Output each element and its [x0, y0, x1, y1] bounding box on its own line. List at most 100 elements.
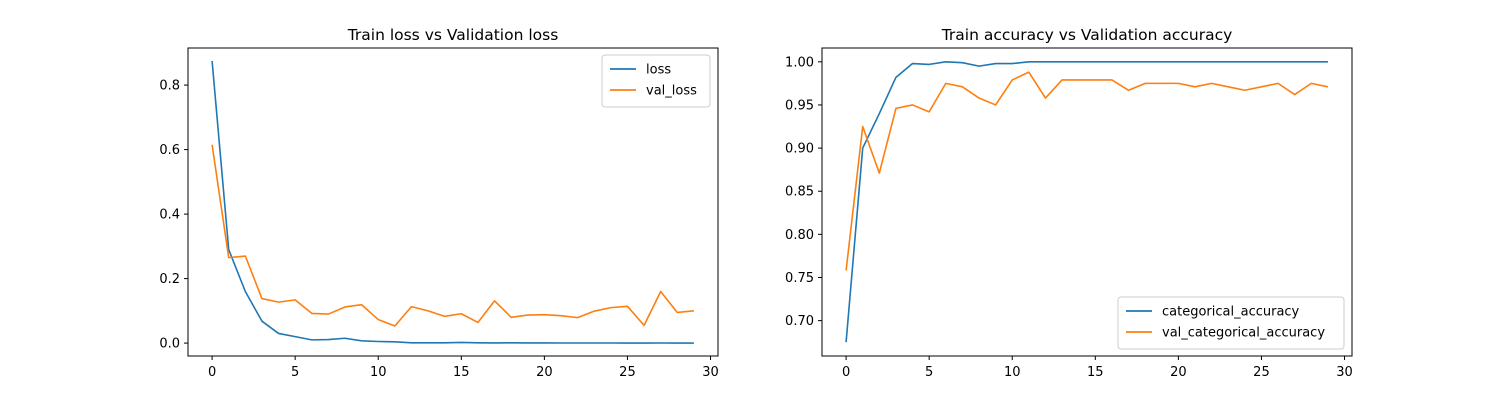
axes-frame — [821, 47, 1353, 357]
data-point-categorical_accuracy — [862, 147, 864, 149]
x-tick-label: 20 — [1170, 365, 1187, 380]
x-tick-label: 15 — [453, 365, 470, 380]
data-point-loss — [261, 320, 263, 322]
x-tick-label: 20 — [536, 365, 553, 380]
x-tick-label: 5 — [925, 365, 933, 380]
data-point-categorical_accuracy — [895, 76, 897, 78]
data-point-categorical_accuracy — [1210, 61, 1212, 63]
data-point-loss — [626, 342, 628, 344]
data-point-val_loss — [493, 300, 495, 302]
data-point-val_categorical_accuracy — [1310, 82, 1312, 84]
data-point-val_loss — [261, 297, 263, 299]
data-point-loss — [460, 341, 462, 343]
data-point-loss — [593, 342, 595, 344]
legend: loss val_loss — [601, 54, 711, 108]
data-point-loss — [676, 342, 678, 344]
data-point-val_loss — [377, 318, 379, 320]
y-tick-label: 0.6 — [159, 143, 180, 158]
data-point-loss — [377, 340, 379, 342]
data-point-loss — [211, 60, 213, 62]
data-point-val_categorical_accuracy — [878, 172, 880, 174]
data-point-val_loss — [626, 305, 628, 307]
y-tick-label: 0.0 — [159, 337, 180, 352]
data-point-loss — [344, 337, 346, 339]
data-point-val_loss — [543, 314, 545, 316]
data-point-loss — [693, 342, 695, 344]
data-point-val_categorical_accuracy — [978, 97, 980, 99]
data-point-val_categorical_accuracy — [1094, 79, 1096, 81]
data-point-val_categorical_accuracy — [845, 269, 847, 271]
data-point-val_categorical_accuracy — [895, 107, 897, 109]
data-point-val_loss — [311, 312, 313, 314]
data-point-categorical_accuracy — [845, 341, 847, 343]
y-tick-label: 0.95 — [785, 98, 814, 113]
data-point-categorical_accuracy — [928, 63, 930, 65]
data-point-categorical_accuracy — [1293, 61, 1295, 63]
data-point-val_loss — [593, 310, 595, 312]
data-point-loss — [659, 342, 661, 344]
data-point-val_loss — [477, 321, 479, 323]
data-point-categorical_accuracy — [1277, 61, 1279, 63]
legend: categorical_accuracy val_categorical_accu… — [1117, 296, 1345, 350]
data-point-val_loss — [277, 301, 279, 303]
data-point-categorical_accuracy — [1260, 61, 1262, 63]
data-point-val_categorical_accuracy — [1011, 79, 1013, 81]
data-point-categorical_accuracy — [1227, 61, 1229, 63]
y-tick-label: 0.8 — [159, 79, 180, 94]
data-point-val_loss — [410, 305, 412, 307]
data-point-val_categorical_accuracy — [862, 125, 864, 127]
data-point-val_loss — [294, 299, 296, 301]
data-point-categorical_accuracy — [1144, 61, 1146, 63]
series-line-val_categorical_accuracy — [845, 71, 1329, 271]
x-tick-label: 0 — [208, 365, 216, 380]
data-point-val_loss — [427, 310, 429, 312]
data-point-val_loss — [676, 311, 678, 313]
data-point-val_categorical_accuracy — [1177, 82, 1179, 84]
data-point-val_categorical_accuracy — [1127, 89, 1129, 91]
data-point-categorical_accuracy — [961, 61, 963, 63]
data-point-categorical_accuracy — [1044, 61, 1046, 63]
data-point-categorical_accuracy — [911, 62, 913, 64]
data-point-val_loss — [344, 306, 346, 308]
data-point-val_loss — [360, 304, 362, 306]
legend-box — [1117, 296, 1345, 350]
data-point-val_categorical_accuracy — [1194, 86, 1196, 88]
series-line-val_loss — [211, 144, 694, 327]
data-point-val_loss — [527, 314, 529, 316]
data-point-val_categorical_accuracy — [1111, 79, 1113, 81]
data-point-categorical_accuracy — [1244, 61, 1246, 63]
data-point-loss — [477, 342, 479, 344]
data-point-categorical_accuracy — [1194, 61, 1196, 63]
chart-title: Train loss vs Validation loss — [347, 26, 559, 44]
y-tick-label: 0.75 — [785, 271, 814, 286]
data-point-loss — [427, 342, 429, 344]
legend-label: loss — [646, 63, 671, 78]
data-point-val_loss — [394, 325, 396, 327]
data-point-categorical_accuracy — [1061, 61, 1063, 63]
data-point-loss — [510, 342, 512, 344]
y-tick-label: 0.90 — [785, 142, 814, 157]
x-tick-label: 25 — [1253, 365, 1270, 380]
data-point-val_categorical_accuracy — [994, 104, 996, 106]
data-point-loss — [394, 341, 396, 343]
x-tick-label: 25 — [619, 365, 636, 380]
series-line-loss — [211, 60, 694, 344]
legend-label: categorical_accuracy — [1162, 305, 1300, 320]
data-point-loss — [410, 342, 412, 344]
y-tick-label: 1.00 — [785, 55, 814, 70]
legend-label: val_loss — [646, 84, 697, 99]
accuracy-chart: Train accuracy vs Validation accuracy 0 5 1… — [785, 26, 1353, 380]
data-point-loss — [294, 335, 296, 337]
y-tick-label: 0.85 — [785, 185, 814, 200]
data-point-val_loss — [244, 255, 246, 257]
data-point-categorical_accuracy — [1177, 61, 1179, 63]
data-point-val_categorical_accuracy — [1077, 79, 1079, 81]
data-point-val_categorical_accuracy — [911, 104, 913, 106]
data-point-categorical_accuracy — [1327, 61, 1329, 63]
data-point-val_loss — [443, 315, 445, 317]
data-point-val_categorical_accuracy — [1244, 89, 1246, 91]
x-tick-label: 5 — [291, 365, 299, 380]
x-tick-label: 30 — [702, 365, 719, 380]
x-tick-label: 10 — [370, 365, 387, 380]
